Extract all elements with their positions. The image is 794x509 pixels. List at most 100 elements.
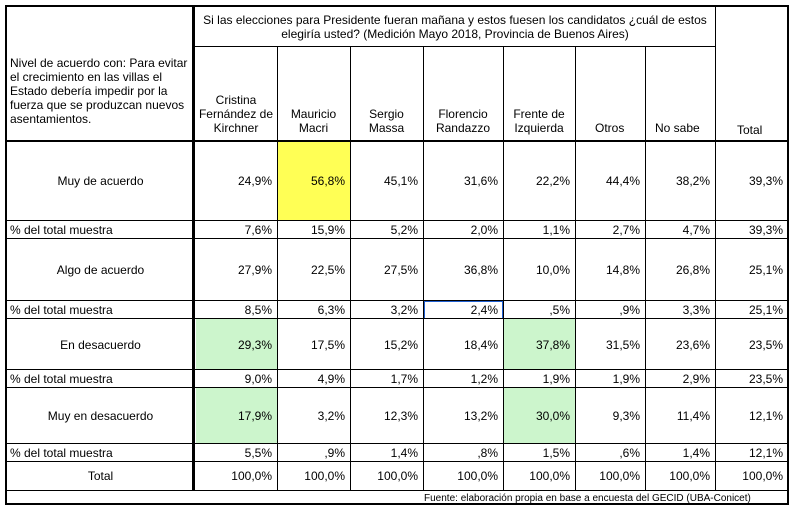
grid-line [192,7,195,490]
table-cell[interactable]: 24,9% [237,174,272,188]
table-cell[interactable]: 27,9% [237,263,272,277]
table-cell[interactable]: 8,5% [244,303,272,317]
table-cell[interactable]: 23,5% [748,372,783,386]
grid-line [5,503,789,505]
col-header-izquierda: Frente de Izquierda [513,107,565,135]
table-cell[interactable]: 15,2% [383,337,418,352]
table-cell[interactable]: 22,5% [310,263,345,277]
table-cell[interactable]: 2,4% [424,301,503,319]
table-cell[interactable]: 100,0% [742,469,783,483]
grid-line [715,7,716,490]
table-cell[interactable]: 1,9% [542,372,570,386]
table-cell[interactable]: 27,5% [383,263,418,277]
table-cell[interactable]: 44,4% [605,174,640,188]
table-cell[interactable]: 29,3% [196,319,277,370]
table-cell[interactable]: 1,5% [542,446,570,460]
table-cell[interactable]: 38,2% [675,174,710,188]
table-cell[interactable]: 3,3% [682,303,710,317]
table-cell[interactable]: 37,8% [504,319,575,370]
table-cell[interactable]: 100,0% [669,469,710,483]
table-cell[interactable]: 5,5% [244,446,272,460]
table-cell[interactable]: 12,1% [748,446,783,460]
table-cell[interactable]: 14,8% [605,263,640,277]
table-cell[interactable]: 39,3% [748,223,783,237]
table-cell[interactable]: 5,2% [390,223,418,237]
table-cell[interactable]: 39,3% [748,174,783,188]
table-cell[interactable]: 1,7% [390,372,418,386]
table-cell[interactable]: 9,3% [612,409,640,423]
table-cell[interactable]: 1,2% [470,372,498,386]
table-cell[interactable]: 100,0% [377,469,418,483]
table-cell[interactable]: 100,0% [457,469,498,483]
table-cell[interactable]: 2,7% [612,223,640,237]
table-cell[interactable]: 17,9% [196,388,277,444]
table-cell[interactable]: 13,2% [463,409,498,423]
table-cell[interactable]: ,9% [324,446,345,460]
grid-line [350,47,351,490]
row-label: Algo de acuerdo [56,263,145,277]
col-header-kirchner: Cristina Fernández de Kirchner [198,93,274,135]
table-cell[interactable]: 31,6% [463,174,498,188]
table-cell[interactable]: 30,0% [504,388,575,444]
table-cell[interactable]: 26,8% [675,263,710,277]
table-cell[interactable]: 100,0% [304,469,345,483]
row-label: % del total muestra [10,372,113,386]
table-cell[interactable]: 56,8% [278,141,350,221]
table-cell[interactable]: 1,9% [612,372,640,386]
table-cell[interactable]: 10,0% [535,263,570,277]
row-label: Total [87,469,114,483]
table-cell[interactable]: 12,1% [748,409,783,423]
table-cell[interactable]: 7,6% [244,223,272,237]
table-cell[interactable]: 3,2% [317,409,345,423]
table-cell[interactable]: ,8% [477,446,498,460]
table-cell[interactable]: 15,9% [310,223,345,237]
grid-line [195,46,715,47]
col-header-randazzo: Florencio Randazzo [435,107,491,135]
table-cell[interactable]: 45,1% [383,174,418,188]
grid-line [5,5,789,7]
grid-line [7,443,787,444]
table-cell[interactable]: 3,2% [390,303,418,317]
table-cell[interactable]: 25,1% [748,263,783,277]
row-label: Muy de acuerdo [57,174,144,188]
table-cell[interactable]: 22,2% [535,174,570,188]
col-header-otros: Otros [595,121,625,135]
table-cell[interactable]: 36,8% [463,263,498,277]
table-cell[interactable]: 23,6% [675,337,710,352]
table-title: Si las elecciones para Presidente fueran… [203,13,707,41]
col-header-macri: Mauricio Macri [290,107,337,135]
table-cell[interactable]: 31,5% [605,337,640,352]
table-cell[interactable]: 11,4% [676,409,710,423]
table-cell[interactable]: 100,0% [599,469,640,483]
table-cell[interactable]: 2,9% [682,372,710,386]
table-cell[interactable]: 17,5% [310,337,345,352]
table-cell[interactable]: 1,1% [542,223,570,237]
table-cell[interactable]: 4,7% [682,223,710,237]
table-cell[interactable]: 100,0% [529,469,570,483]
table-cell[interactable]: ,5% [549,303,570,317]
table-cell[interactable]: ,9% [619,303,640,317]
table-cell[interactable]: 100,0% [231,469,272,483]
table-cell[interactable]: 23,5% [748,337,783,352]
table-cell[interactable]: 2,0% [470,223,498,237]
table-cell[interactable]: 6,3% [317,303,345,317]
source-note: Fuente: elaboración propia en base a enc… [424,493,751,504]
table-cell[interactable]: 4,9% [317,372,345,386]
row-label: % del total muestra [10,446,113,460]
table-cell[interactable]: 1,4% [390,446,418,460]
table-cell[interactable]: 1,4% [682,446,710,460]
grid-line [423,47,424,490]
table-cell[interactable]: 25,1% [748,303,783,317]
col-header-massa: Sergio Massa [368,107,405,135]
row-label: Muy en desacuerdo [47,409,154,423]
row-label: % del total muestra [10,303,113,317]
table-cell[interactable]: 18,4% [463,337,498,352]
table-cell[interactable]: 12,3% [383,409,418,423]
grid-line [7,387,787,388]
row-label: % del total muestra [10,223,113,237]
table-cell[interactable]: 9,0% [244,372,272,386]
grid-line [7,318,787,319]
table-cell[interactable]: ,6% [619,446,640,460]
grid-line [7,140,787,142]
